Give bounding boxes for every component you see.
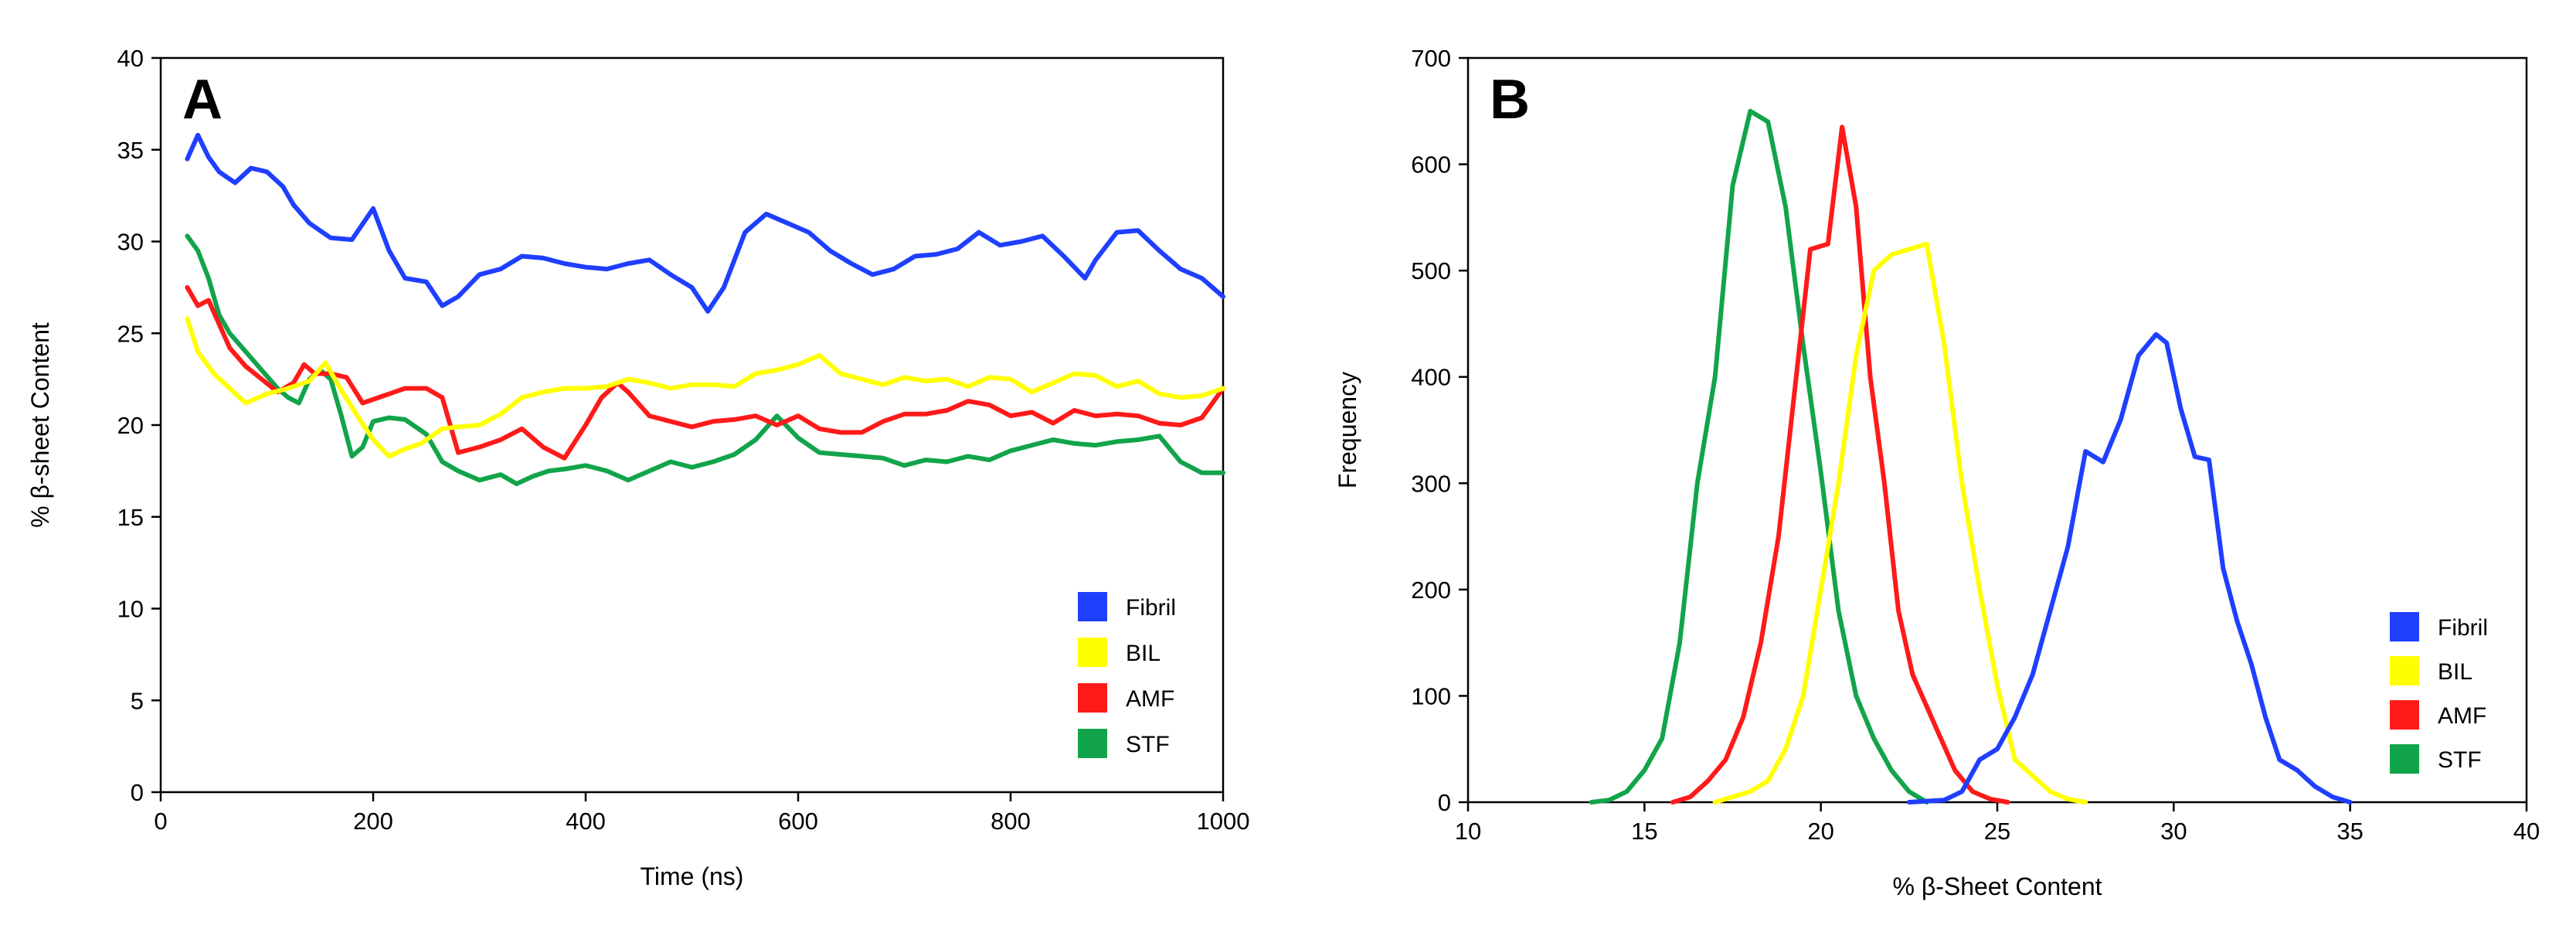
x-tick-label-b: 35 xyxy=(2336,818,2363,845)
y-tick-label-a: 0 xyxy=(131,779,144,806)
panel-a-chart: 0 200 400 600 800 1000 0 5 10 15 20 25 30 35 40 Time (n… xyxy=(26,45,1249,890)
legend-label-stf-b: STF xyxy=(2438,747,2482,773)
legend-swatch-amf-a xyxy=(1078,683,1107,713)
legend-swatch-amf-b xyxy=(2390,700,2419,730)
legend-swatch-stf-b xyxy=(2390,744,2419,774)
legend-swatch-bil-b xyxy=(2390,656,2419,686)
series-line-stf-b xyxy=(1589,108,1929,805)
x-tick-label-a: 200 xyxy=(353,808,393,835)
x-tick-label-b: 15 xyxy=(1631,818,1657,845)
y-tick-label-a: 5 xyxy=(131,687,144,714)
x-tick-label-a: 800 xyxy=(991,808,1031,835)
y-tick-label-a: 10 xyxy=(117,596,144,623)
y-tick-label-a: 20 xyxy=(117,412,144,439)
legend-swatch-stf-a xyxy=(1078,729,1107,758)
x-tick-label-a: 0 xyxy=(154,808,167,835)
y-tick-label-b: 600 xyxy=(1411,151,1451,179)
series-line-amf-a xyxy=(185,284,1225,461)
series-line-fibril-b xyxy=(1906,332,2353,805)
y-tick-label-b: 400 xyxy=(1411,364,1451,391)
y-tick-label-a: 25 xyxy=(117,320,144,347)
y-axis-label-a: % β-sheet Content xyxy=(26,322,54,528)
y-axis-label-b: Frequency xyxy=(1334,372,1361,488)
y-tick-label-a: 15 xyxy=(117,504,144,531)
x-tick-label-a: 1000 xyxy=(1197,808,1250,835)
legend-label-amf-a: AMF xyxy=(1126,686,1174,712)
panel-label-b: B xyxy=(1490,69,1530,131)
series-line-bil-a xyxy=(185,316,1225,459)
x-tick-label-b: 20 xyxy=(1807,818,1833,845)
legend-label-amf-b: AMF xyxy=(2438,703,2486,729)
y-tick-label-b: 500 xyxy=(1411,257,1451,284)
series-line-fibril-a xyxy=(185,132,1225,314)
panel-label-a: A xyxy=(182,69,223,131)
series-line-amf-b xyxy=(1670,124,2010,805)
series-line-bil-b xyxy=(1712,241,2088,805)
x-tick-label-a: 400 xyxy=(566,808,606,835)
y-tick-label-b: 100 xyxy=(1411,682,1451,709)
y-tick-label-b: 300 xyxy=(1411,470,1451,497)
x-tick-label-b: 25 xyxy=(1984,818,2010,845)
y-tick-label-b: 700 xyxy=(1411,45,1451,72)
x-tick-label-b: 10 xyxy=(1455,818,1481,845)
x-axis-label-b: % β-Sheet Content xyxy=(1893,873,2102,900)
x-tick-label-a: 600 xyxy=(778,808,818,835)
y-tick-label-b: 0 xyxy=(1438,789,1451,816)
legend-label-bil-a: BIL xyxy=(1126,641,1161,666)
y-tick-label-a: 35 xyxy=(117,137,144,164)
y-tick-label-a: 40 xyxy=(117,45,144,72)
legend-label-stf-a: STF xyxy=(1126,732,1170,757)
legend-swatch-bil-a xyxy=(1078,638,1107,667)
x-axis-label-a: Time (ns) xyxy=(641,862,744,890)
y-tick-label-a: 30 xyxy=(117,229,144,256)
x-tick-label-b: 40 xyxy=(2513,818,2540,845)
x-tick-label-b: 30 xyxy=(2160,818,2187,845)
legend-label-fibril-b: Fibril xyxy=(2438,615,2488,641)
legend-swatch-fibril-a xyxy=(1078,592,1107,621)
legend-label-bil-b: BIL xyxy=(2438,659,2472,685)
y-tick-label-b: 200 xyxy=(1411,577,1451,604)
legend-swatch-fibril-b xyxy=(2390,612,2419,641)
legend-label-fibril-a: Fibril xyxy=(1126,595,1176,621)
series-line-stf-a xyxy=(185,233,1225,486)
